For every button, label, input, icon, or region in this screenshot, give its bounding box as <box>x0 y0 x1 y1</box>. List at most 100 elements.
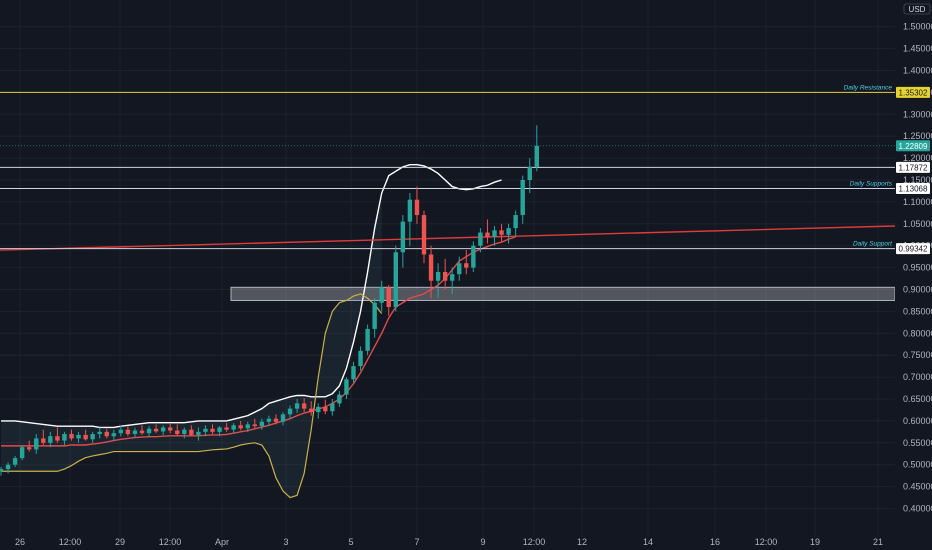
candle[interactable] <box>442 258 448 290</box>
candle-body <box>146 428 152 434</box>
candle[interactable] <box>337 391 342 407</box>
lower-band-line[interactable] <box>1 293 383 499</box>
candle[interactable] <box>196 427 201 441</box>
candle[interactable] <box>330 399 335 416</box>
candle[interactable] <box>252 418 257 429</box>
candle[interactable] <box>513 210 518 237</box>
candle[interactable] <box>175 424 180 437</box>
candle-body <box>316 406 321 413</box>
candle[interactable] <box>365 324 370 356</box>
candle[interactable] <box>160 425 166 435</box>
candle[interactable] <box>407 193 413 246</box>
candle[interactable] <box>231 423 236 434</box>
candle[interactable] <box>534 125 539 172</box>
candle[interactable] <box>168 423 173 434</box>
candle[interactable] <box>414 186 420 224</box>
daily-supports-price-tag[interactable]: 1.13068 <box>896 182 930 194</box>
candle[interactable] <box>316 403 321 419</box>
candle[interactable] <box>450 267 455 294</box>
candle[interactable] <box>125 426 131 437</box>
candle[interactable] <box>224 423 229 432</box>
grid <box>0 0 895 537</box>
candle[interactable] <box>372 298 377 338</box>
candle[interactable] <box>34 434 39 454</box>
candle[interactable] <box>118 425 124 437</box>
candle[interactable] <box>0 466 4 476</box>
candle[interactable] <box>27 440 32 452</box>
x-tick-label: 21 <box>873 537 883 547</box>
candle[interactable] <box>280 412 286 426</box>
candle[interactable] <box>527 158 532 194</box>
candle[interactable] <box>520 175 525 224</box>
candle[interactable] <box>238 420 243 431</box>
candle[interactable] <box>83 429 88 441</box>
candle[interactable] <box>309 401 314 416</box>
candle-body <box>189 429 194 435</box>
candle[interactable] <box>5 462 11 474</box>
candle[interactable] <box>48 431 53 448</box>
candle[interactable] <box>203 425 208 437</box>
candle-body <box>513 215 518 229</box>
candle[interactable] <box>189 425 194 437</box>
candle[interactable] <box>400 215 406 268</box>
candle[interactable] <box>104 428 109 439</box>
candle[interactable] <box>132 427 138 438</box>
candle[interactable] <box>421 210 427 264</box>
upper-band-line[interactable] <box>1 163 502 429</box>
last-price-tag[interactable]: 1.22809 <box>896 140 930 152</box>
candle[interactable] <box>217 426 222 437</box>
candle[interactable] <box>344 377 349 399</box>
candle[interactable] <box>506 223 511 244</box>
candle[interactable] <box>499 223 504 242</box>
candle[interactable] <box>464 250 469 275</box>
candle[interactable] <box>12 455 18 467</box>
candle-body <box>499 230 504 235</box>
candle[interactable] <box>287 405 293 419</box>
candle[interactable] <box>245 421 250 432</box>
candle[interactable] <box>358 346 363 371</box>
daily-resistance-price-tag[interactable]: 1.35302 <box>896 86 930 98</box>
time-axis-panel[interactable] <box>0 537 932 550</box>
candle[interactable] <box>19 444 25 461</box>
candle[interactable] <box>478 228 483 253</box>
candle[interactable] <box>76 431 81 443</box>
candle[interactable] <box>471 241 476 272</box>
candle[interactable] <box>111 429 116 441</box>
candle[interactable] <box>457 256 462 281</box>
candle[interactable] <box>351 361 356 384</box>
candle[interactable] <box>492 225 497 246</box>
candle[interactable] <box>435 263 441 299</box>
candle[interactable] <box>182 427 187 439</box>
candle[interactable] <box>41 429 46 445</box>
candle[interactable] <box>273 414 279 425</box>
candle[interactable] <box>139 425 145 435</box>
candle[interactable] <box>428 245 434 299</box>
basis-line[interactable] <box>1 236 516 447</box>
candle[interactable] <box>153 424 159 434</box>
candle[interactable] <box>97 427 102 439</box>
candle[interactable] <box>69 429 74 441</box>
candle[interactable] <box>323 399 328 415</box>
candle[interactable] <box>379 280 384 312</box>
daily-support-price-tag[interactable]: 0.99342 <box>896 243 930 255</box>
currency-badge[interactable]: USD <box>903 3 931 15</box>
support-zone-rect[interactable] <box>230 286 896 301</box>
candle[interactable] <box>259 418 265 430</box>
candle-body <box>196 431 201 435</box>
candle[interactable] <box>55 427 60 443</box>
candle[interactable] <box>62 431 67 445</box>
candle[interactable] <box>393 245 398 312</box>
candle[interactable] <box>301 398 307 413</box>
candle[interactable] <box>294 399 300 414</box>
candle[interactable] <box>146 426 152 438</box>
candle[interactable] <box>90 431 95 443</box>
candle[interactable] <box>485 219 490 244</box>
candle[interactable] <box>386 285 391 316</box>
level-1-17872-price-tag[interactable]: 1.17872 <box>896 161 930 173</box>
trendline[interactable] <box>0 225 896 251</box>
candle[interactable] <box>210 424 215 435</box>
candle[interactable] <box>266 415 272 426</box>
